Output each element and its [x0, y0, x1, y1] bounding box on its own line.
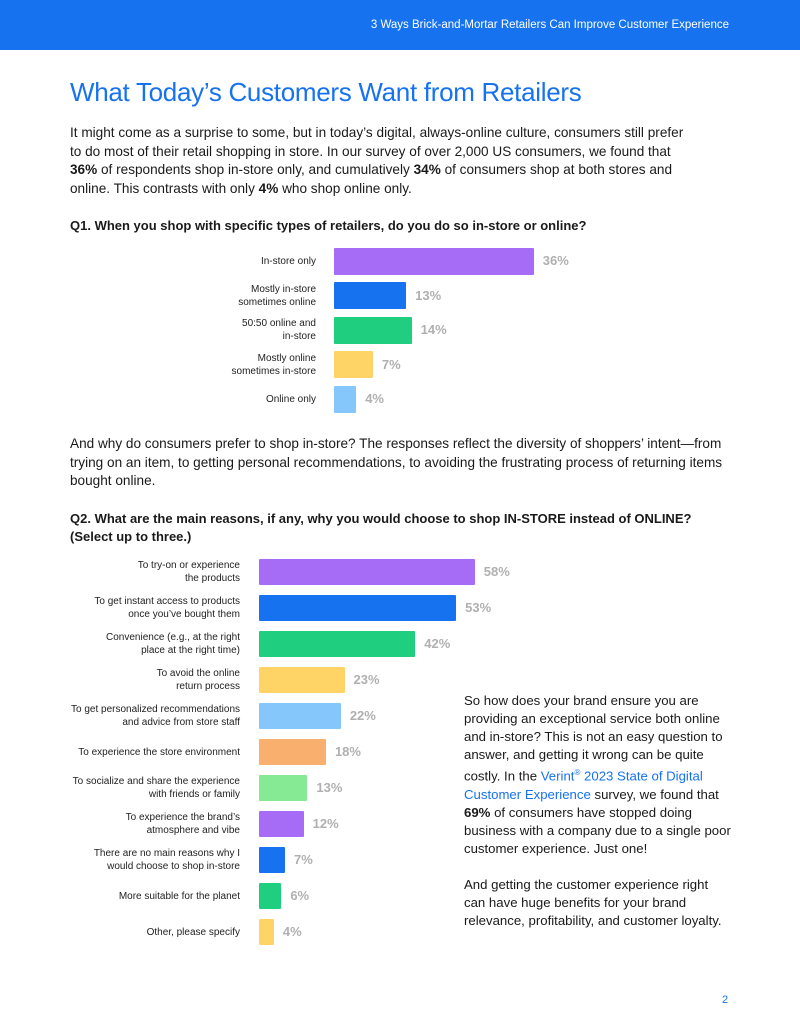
- value-label: 14%: [420, 322, 447, 337]
- category-label: Convenience (e.g., at the right place at…: [106, 632, 240, 656]
- text: 69%: [464, 804, 491, 820]
- text: It might come as a surprise to some, but…: [70, 125, 684, 159]
- bar: [334, 282, 407, 309]
- category-label: More suitable for the planet: [118, 890, 240, 902]
- category-label: To try-on or experience the products: [137, 560, 240, 584]
- category-label: There are no main reasons why I would ch…: [93, 848, 240, 872]
- chart-title: Q1. When you shop with specific types of…: [70, 218, 587, 233]
- link[interactable]: Verint: [540, 768, 575, 784]
- value-label: 4%: [282, 924, 302, 939]
- value-label: 53%: [465, 600, 492, 615]
- bar: [259, 703, 341, 729]
- category-label: To get instant access to products once y…: [94, 596, 240, 620]
- bar: [259, 739, 326, 765]
- bar: [259, 631, 416, 657]
- text: survey, we found that: [590, 786, 719, 802]
- value-label: 22%: [349, 708, 376, 723]
- header-bar: 3 Ways Brick-and-Mortar Retailers Can Im…: [0, 0, 800, 50]
- paragraph: And why do consumers prefer to shop in-s…: [70, 436, 723, 489]
- text: of respondents shop in-store only, and c…: [97, 162, 414, 178]
- value-label: 58%: [483, 564, 510, 579]
- value-label: 6%: [290, 888, 310, 903]
- category-label: To experience the brand’s atmosphere and…: [125, 812, 240, 836]
- intro: It might come as a surprise to some, but…: [70, 124, 698, 198]
- bar: [259, 883, 282, 909]
- text: 36%: [70, 162, 98, 178]
- value-label: 23%: [353, 672, 380, 687]
- text: of consumers shop at both stores and onl…: [70, 162, 673, 196]
- bar: [259, 775, 308, 801]
- category-label: To experience the store environment: [78, 746, 240, 758]
- value-label: 13%: [316, 780, 343, 795]
- bar: [334, 247, 534, 275]
- running-title: 3 Ways Brick-and-Mortar Retailers Can Im…: [370, 19, 729, 31]
- category-label: Mostly online sometimes in-store: [231, 352, 316, 377]
- page-title: What Today’s Customers Want from Retaile…: [70, 77, 582, 107]
- bar: [259, 595, 457, 621]
- value-label: 7%: [294, 852, 313, 867]
- bar: [334, 351, 373, 378]
- text: And getting the customer experience righ…: [464, 877, 722, 929]
- value-label: 36%: [542, 253, 569, 268]
- link[interactable]: 2023 State of Digital Customer Experienc…: [464, 768, 703, 802]
- bar: [334, 385, 357, 413]
- text: 34%: [413, 162, 441, 178]
- category-label: Online only: [265, 393, 316, 405]
- bar: [259, 919, 274, 945]
- text: ®: [574, 768, 581, 778]
- value-label: 12%: [312, 816, 339, 831]
- bar: [259, 811, 304, 837]
- category-label: 50:50 online and in-store: [242, 318, 316, 342]
- category-label: In-store only: [260, 255, 316, 267]
- value-label: 7%: [381, 356, 401, 372]
- value-label: 42%: [424, 636, 451, 651]
- text: of consumers have stopped doing business…: [464, 804, 731, 857]
- page-number: 2: [722, 994, 729, 1006]
- value-label: 18%: [334, 744, 361, 759]
- category-label: Mostly in-store sometimes online: [238, 283, 316, 308]
- category-label: To get personalized recommendations and …: [71, 704, 240, 728]
- text: So how does your brand ensure you are pr…: [464, 693, 723, 784]
- category-label: To socialize and share the experience wi…: [72, 776, 240, 800]
- category-label: To avoid the online return process: [156, 668, 240, 692]
- chart-title: Q2. What are the main reasons, if any, w…: [70, 511, 692, 544]
- text: who shop online only.: [278, 180, 412, 196]
- bar: [259, 667, 345, 693]
- bar: [259, 559, 475, 585]
- sidebar: So how does your brand ensure you are pr…: [464, 692, 732, 931]
- value-label: 13%: [415, 287, 442, 303]
- value-label: 4%: [365, 391, 384, 406]
- bar: [334, 316, 412, 344]
- category-label: Other, please specify: [146, 926, 240, 938]
- text: 4%: [258, 180, 279, 196]
- bar: [259, 847, 286, 873]
